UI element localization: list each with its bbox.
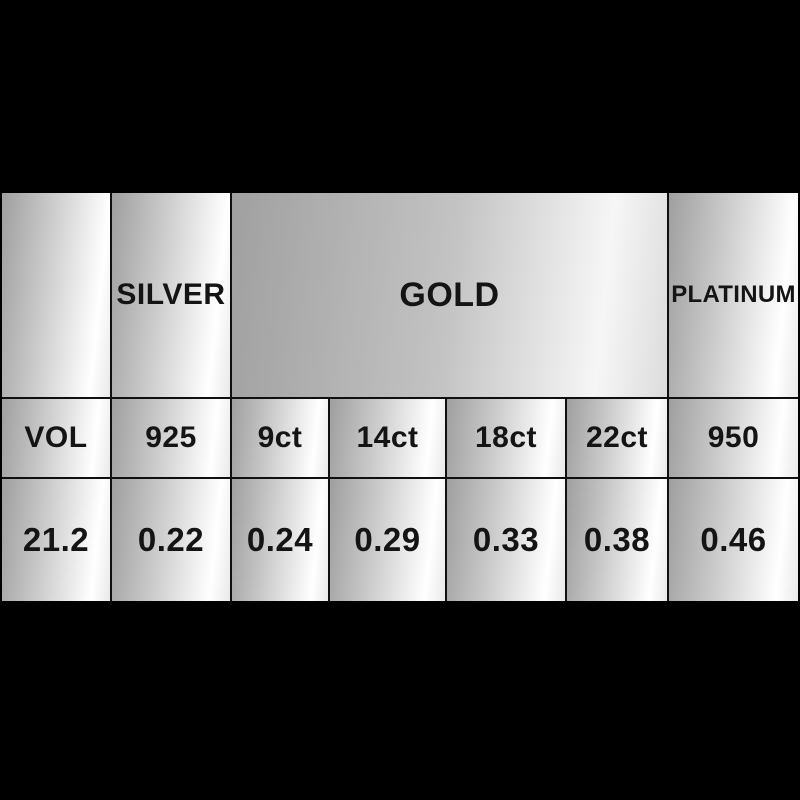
value-silver-925: 0.22 xyxy=(112,479,230,601)
value-platinum-950: 0.46 xyxy=(669,479,798,601)
value-vol: 21.2 xyxy=(2,479,110,601)
value-gold-14ct: 0.29 xyxy=(330,479,445,601)
value-gold-18ct: 0.33 xyxy=(447,479,565,601)
corner-cell xyxy=(2,193,110,397)
subheader-18ct: 18ct xyxy=(447,399,565,477)
subheader-22ct: 22ct xyxy=(567,399,667,477)
subheader-925: 925 xyxy=(112,399,230,477)
metal-purity-table: SILVER GOLD PLATINUM VOL 925 9ct 14ct 18… xyxy=(2,193,798,601)
silver-group-header: SILVER xyxy=(112,193,230,397)
subheader-9ct: 9ct xyxy=(232,399,328,477)
subheader-950: 950 xyxy=(669,399,798,477)
value-gold-9ct: 0.24 xyxy=(232,479,328,601)
gold-group-header: GOLD xyxy=(232,193,667,397)
subheader-vol: VOL xyxy=(2,399,110,477)
value-gold-22ct: 0.38 xyxy=(567,479,667,601)
platinum-group-header: PLATINUM xyxy=(669,193,798,397)
subheader-14ct: 14ct xyxy=(330,399,445,477)
